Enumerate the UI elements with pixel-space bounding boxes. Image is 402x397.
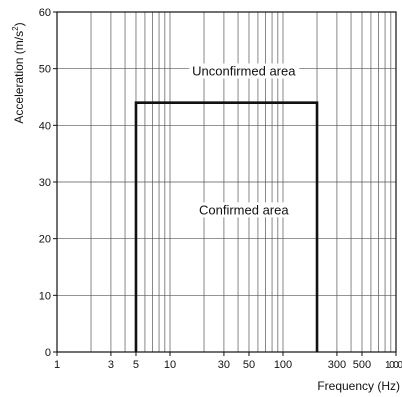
y-tick-label: 40: [39, 120, 51, 132]
x-axis-title: Frequency (Hz): [317, 379, 400, 393]
annotation-background: [196, 202, 293, 218]
series-line: [134, 101, 319, 352]
x-tick-label: 100: [274, 359, 292, 371]
y-tick-label: 20: [39, 234, 51, 246]
y-tick-label: 30: [39, 177, 51, 189]
y-axis-title-superscript: 2: [11, 26, 20, 31]
x-tick-label: 300: [328, 359, 346, 371]
y-axis-title-main: Acceleration (m/s: [12, 31, 26, 124]
x-tick-label: 1: [54, 359, 60, 371]
annotation-label: Unconfirmed area: [192, 64, 296, 79]
x-tick-label: 5: [133, 359, 139, 371]
x-tick-label: 1000: [385, 360, 402, 371]
x-tick-label: 3: [108, 359, 114, 371]
y-axis-title: Acceleration (m/s2): [11, 22, 26, 123]
x-axis-ticks: 1 3 5 10 30 50 100 300 500 1000: [54, 352, 402, 371]
y-tick-label: 10: [39, 290, 51, 302]
y-axis-title-close: ): [12, 22, 26, 26]
y-tick-label: 60: [39, 7, 51, 19]
annotations: Unconfirmed area Confirmed area: [189, 63, 300, 218]
x-tick-label: 500: [353, 359, 371, 371]
annotation-label: Confirmed area: [199, 202, 289, 217]
annotation: Confirmed area: [196, 202, 293, 218]
x-tick-label: 50: [243, 359, 255, 371]
x-tick-label: 10: [164, 359, 176, 371]
y-tick-label: 0: [45, 347, 51, 359]
y-tick-label: 50: [39, 64, 51, 76]
y-axis-ticks: 0 10 20 30 40 50 60: [39, 7, 57, 359]
series-layer: [134, 101, 319, 352]
x-tick-label: 30: [218, 359, 230, 371]
annotation: Unconfirmed area: [189, 63, 300, 79]
annotation-background: [189, 63, 300, 79]
